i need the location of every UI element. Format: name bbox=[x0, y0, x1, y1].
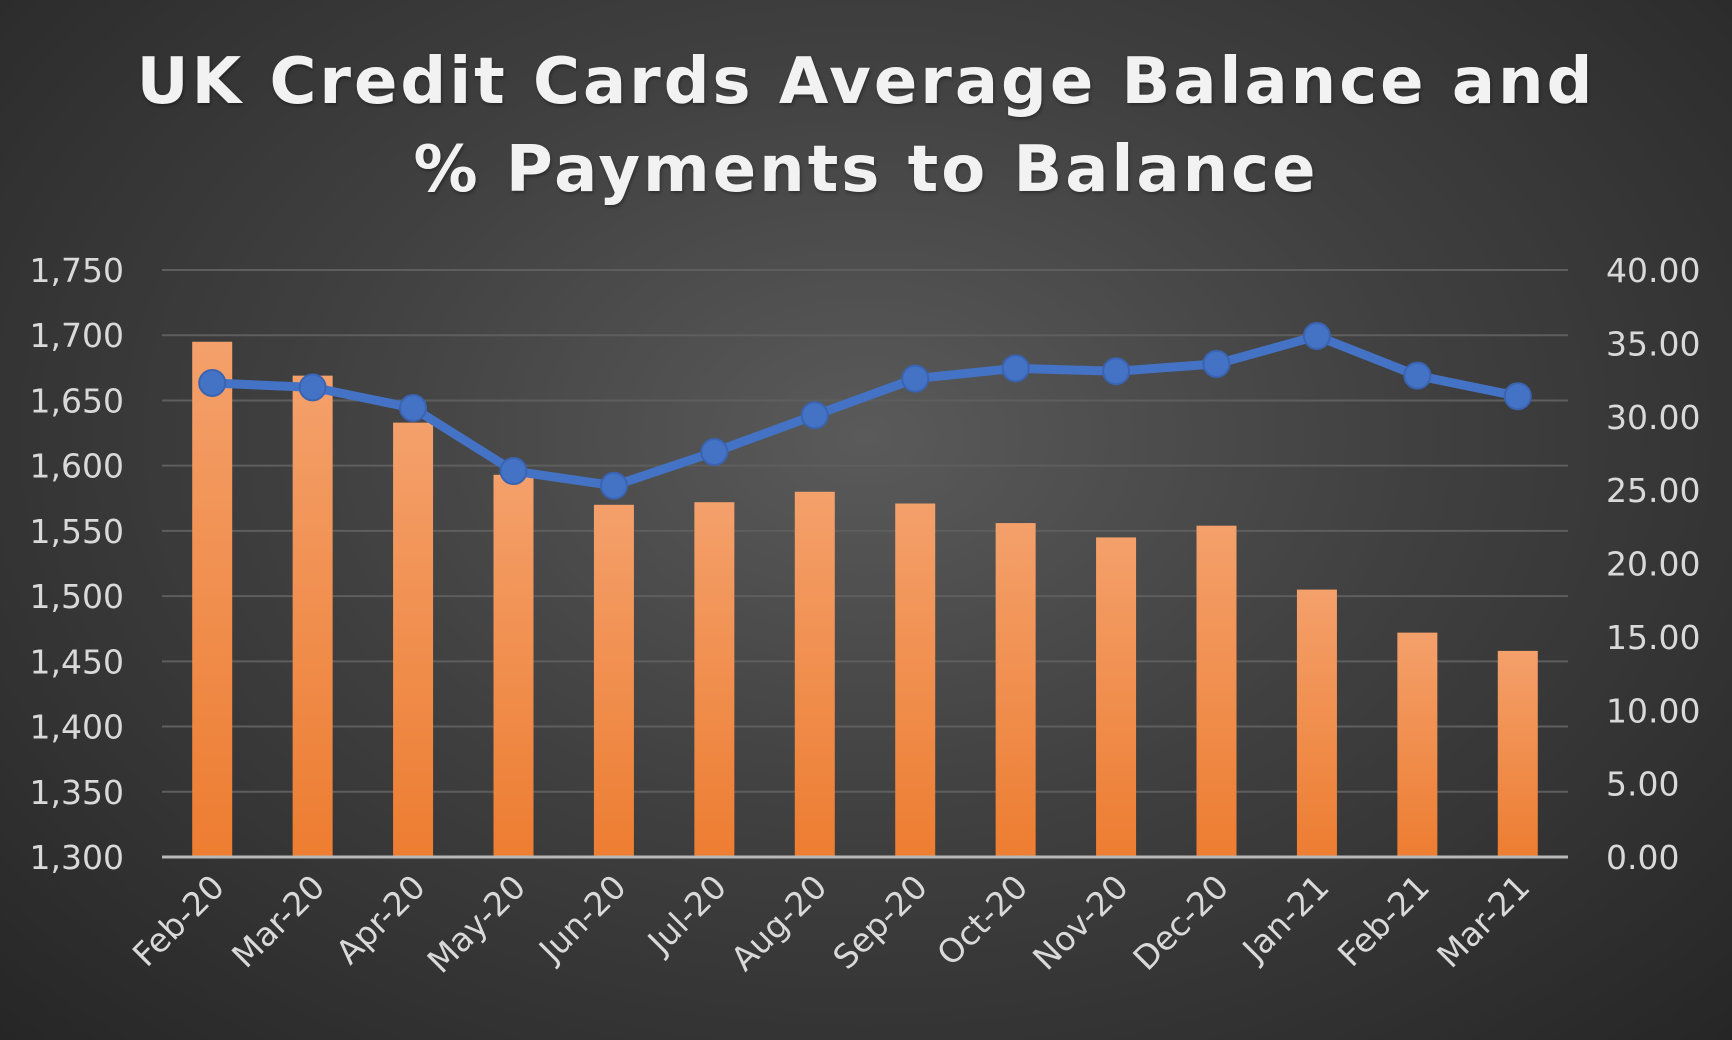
chart-title: UK Credit Cards Average Balance and % Pa… bbox=[0, 38, 1732, 214]
line-point bbox=[700, 437, 729, 466]
x-tick-label: Mar-21 bbox=[1429, 867, 1537, 975]
y-right-tick-label: 40.00 bbox=[1606, 251, 1700, 290]
line-series bbox=[198, 322, 1532, 500]
x-tick-label: Jan-21 bbox=[1234, 867, 1337, 970]
bar bbox=[292, 375, 333, 857]
line-point bbox=[599, 471, 628, 500]
y-left-tick-label: 1,450 bbox=[30, 642, 124, 681]
line-point bbox=[1503, 382, 1532, 411]
bar bbox=[694, 502, 735, 857]
y-left-tick-label: 1,400 bbox=[30, 708, 124, 747]
line-point bbox=[1302, 322, 1331, 351]
bar bbox=[1296, 589, 1337, 857]
line-point bbox=[499, 457, 528, 486]
bar bbox=[192, 341, 233, 857]
series-line bbox=[207, 331, 1523, 491]
bar bbox=[895, 503, 936, 857]
x-tick-label: Jun-20 bbox=[530, 867, 634, 971]
x-tick-label: Mar-20 bbox=[224, 867, 332, 975]
line-point bbox=[298, 373, 327, 402]
y-left-tick-label: 1,500 bbox=[30, 577, 124, 616]
line-point bbox=[399, 393, 428, 422]
x-tick-label: Feb-20 bbox=[125, 867, 232, 974]
line-point bbox=[901, 364, 930, 393]
bar bbox=[593, 504, 634, 857]
line-point bbox=[800, 401, 829, 430]
x-tick-label: Dec-20 bbox=[1125, 867, 1236, 978]
bar bbox=[794, 491, 835, 857]
y-left-tick-label: 1,700 bbox=[30, 316, 124, 355]
y-right-tick-label: 0.00 bbox=[1606, 838, 1679, 877]
x-tick-label: Feb-21 bbox=[1330, 867, 1437, 974]
y-right-tick-label: 5.00 bbox=[1606, 765, 1679, 804]
x-tick-label: Jul-20 bbox=[639, 867, 734, 962]
chart-title-line-1: UK Credit Cards Average Balance and bbox=[136, 45, 1596, 119]
y-left-tick-label: 1,650 bbox=[30, 381, 124, 420]
line-point bbox=[1403, 361, 1432, 390]
line-point bbox=[1102, 357, 1131, 386]
y-left-tick-label: 1,300 bbox=[30, 838, 124, 877]
bar bbox=[1497, 650, 1538, 857]
bar bbox=[493, 474, 534, 857]
chart-title-line-2: % Payments to Balance bbox=[413, 133, 1319, 207]
x-tick-label: Sep-20 bbox=[825, 867, 935, 977]
y-left-tick-label: 1,600 bbox=[30, 447, 124, 486]
bar bbox=[1096, 537, 1137, 857]
y-left-tick-label: 1,750 bbox=[30, 251, 124, 290]
axes: 1,300 1,350 1,400 1,450 1,500 1,550 1,600 1,650… bbox=[30, 251, 1701, 981]
x-tick-label: Oct-20 bbox=[929, 867, 1035, 973]
x-tick-label: May-20 bbox=[420, 867, 534, 981]
y-right-tick-label: 20.00 bbox=[1606, 545, 1700, 584]
y-right-tick-label: 30.00 bbox=[1606, 398, 1700, 437]
y-right-tick-label: 25.00 bbox=[1606, 471, 1700, 510]
x-tick-label: Aug-20 bbox=[723, 867, 834, 978]
line-point bbox=[198, 368, 227, 397]
y-right-tick-label: 10.00 bbox=[1606, 691, 1700, 730]
bar bbox=[1397, 632, 1438, 857]
line-point bbox=[1202, 349, 1231, 378]
y-right-tick-label: 15.00 bbox=[1606, 618, 1700, 657]
x-tick-label: Nov-20 bbox=[1025, 867, 1136, 978]
y-left-tick-label: 1,550 bbox=[30, 512, 124, 551]
line-point bbox=[1001, 354, 1030, 383]
y-left-tick-label: 1,350 bbox=[30, 773, 124, 812]
x-tick-label: Apr-20 bbox=[328, 867, 433, 972]
bar bbox=[393, 422, 434, 857]
bar-series bbox=[192, 341, 1538, 857]
bar bbox=[995, 523, 1036, 857]
bar bbox=[1196, 525, 1237, 857]
y-right-tick-label: 35.00 bbox=[1606, 324, 1700, 363]
